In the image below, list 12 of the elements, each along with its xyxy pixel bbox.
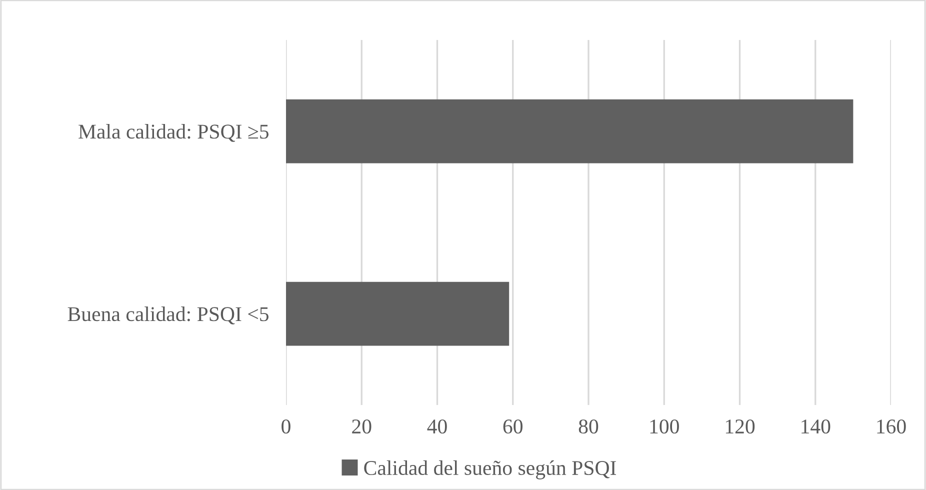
legend-label: Calidad del sueño según PSQI <box>364 460 616 480</box>
x-tick-label: 60 <box>503 419 522 434</box>
x-tick-label: 20 <box>352 419 372 434</box>
x-tick-label: 100 <box>650 419 679 434</box>
y-tick-label: Buena calidad: PSQI <5 <box>68 306 269 324</box>
y-tick-label: Mala calidad: PSQI ≥5 <box>78 124 269 142</box>
x-tick-label: 140 <box>802 419 830 434</box>
x-tick-label: 40 <box>427 419 447 434</box>
x-tick-label: 0 <box>282 419 290 434</box>
x-tick-label: 160 <box>877 419 906 434</box>
x-tick-label: 80 <box>578 419 598 434</box>
x-tick-label: 120 <box>726 419 755 434</box>
